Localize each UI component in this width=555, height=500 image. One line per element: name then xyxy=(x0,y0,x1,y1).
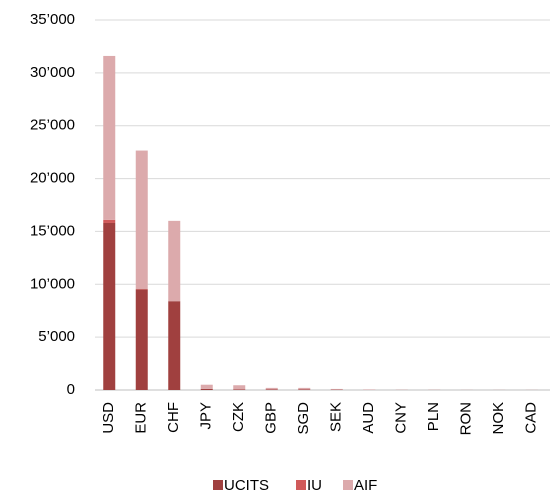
bar-segment xyxy=(298,388,310,390)
bar-segment xyxy=(136,289,148,290)
bar-segment xyxy=(233,389,245,390)
y-tick-label: 5’000 xyxy=(38,328,75,345)
x-tick-label: CZK xyxy=(230,402,247,432)
legend-label: UCITS xyxy=(224,477,269,494)
bar-segment xyxy=(201,389,213,390)
legend-swatch xyxy=(213,480,223,490)
bar-segment xyxy=(233,385,245,389)
bar-segment xyxy=(201,385,213,389)
bar-segment xyxy=(331,389,343,390)
x-tick-label: AUD xyxy=(360,402,377,434)
x-tick-label: CNY xyxy=(393,402,410,434)
bar-segment xyxy=(136,151,148,289)
y-tick-label: 15’000 xyxy=(30,222,75,239)
bar-segment xyxy=(136,290,148,390)
bar-segment xyxy=(168,301,180,390)
bar-segment xyxy=(266,388,278,390)
bar-segment xyxy=(103,223,115,390)
x-tick-label: CAD xyxy=(523,402,540,434)
bar-segment xyxy=(168,221,180,301)
bar-segment xyxy=(266,389,278,390)
x-tick-label: CHF xyxy=(165,402,182,433)
x-tick-label: RON xyxy=(458,402,475,435)
y-tick-label: 0 xyxy=(67,381,75,398)
y-tick-label: 20’000 xyxy=(30,170,75,187)
legend-swatch xyxy=(343,480,353,490)
y-tick-label: 10’000 xyxy=(30,275,75,292)
bar-segment xyxy=(103,220,115,223)
x-tick-label: JPY xyxy=(198,402,215,430)
bar-segment xyxy=(103,56,115,220)
bar-segment xyxy=(298,389,310,390)
x-tick-label: GBP xyxy=(263,402,280,434)
x-tick-label: SEK xyxy=(328,402,345,432)
legend-label: IU xyxy=(307,477,322,494)
legend-swatch xyxy=(296,480,306,490)
x-tick-label: USD xyxy=(100,402,117,434)
y-tick-label: 30’000 xyxy=(30,64,75,81)
x-tick-label: SGD xyxy=(295,402,312,435)
y-tick-label: 35’000 xyxy=(30,11,75,28)
x-tick-label: NOK xyxy=(490,402,507,435)
y-tick-label: 25’000 xyxy=(30,117,75,134)
x-tick-label: PLN xyxy=(425,402,442,431)
legend-label: AIF xyxy=(354,477,377,494)
x-tick-label: EUR xyxy=(133,402,150,434)
